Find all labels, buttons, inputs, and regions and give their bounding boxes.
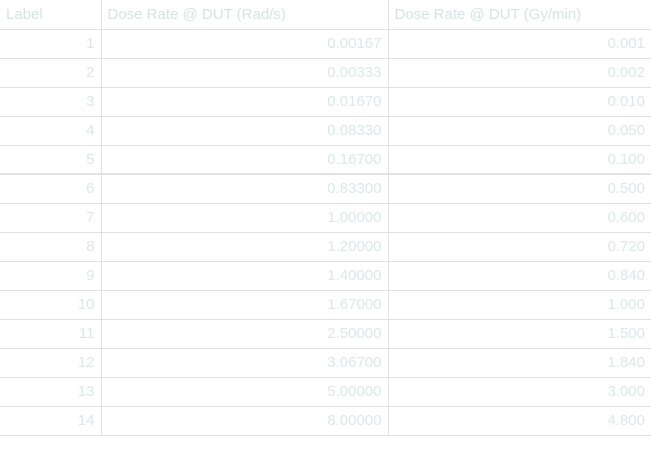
table-row[interactable]: 7 1.00000 0.600 xyxy=(0,202,651,233)
table-cell-label[interactable]: 6 xyxy=(0,173,102,204)
table-cell-dose-rate-min[interactable]: 0.840 xyxy=(387,260,651,291)
table-cell-label[interactable]: 3 xyxy=(0,86,102,117)
table-cell-dose-rate-sec[interactable]: 5.00000 xyxy=(100,376,389,407)
table-cell-dose-rate-min[interactable]: 0.001 xyxy=(387,28,651,59)
table-cell-label[interactable]: 13 xyxy=(0,376,102,407)
table-cell-label[interactable]: 12 xyxy=(0,347,102,378)
table-cell-dose-rate-sec[interactable]: 3.06700 xyxy=(100,347,389,378)
table-row[interactable]: 14 8.00000 4.800 xyxy=(0,405,651,436)
column-header-label[interactable]: Label xyxy=(0,0,102,30)
table-cell-label[interactable]: 14 xyxy=(0,405,102,436)
table-cell-dose-rate-sec[interactable]: 0.83300 xyxy=(100,173,389,204)
table-cell-dose-rate-sec[interactable]: 8.00000 xyxy=(100,405,389,436)
table-row[interactable]: 3 0.01670 0.010 xyxy=(0,86,651,117)
table-row[interactable]: 4 0.08330 0.050 xyxy=(0,115,651,146)
table-body: 1 0.00167 0.001 2 0.00333 0.002 3 0.01670 0.010 4… xyxy=(0,28,651,436)
table-cell-label[interactable]: 9 xyxy=(0,260,102,291)
table-cell-dose-rate-sec[interactable]: 1.40000 xyxy=(100,260,389,291)
table-cell-dose-rate-min[interactable]: 0.100 xyxy=(387,144,651,175)
table-row[interactable]: 9 1.40000 0.840 xyxy=(0,260,651,291)
table-cell-dose-rate-min[interactable]: 4.800 xyxy=(387,405,651,436)
table-cell-dose-rate-min[interactable]: 1.500 xyxy=(387,318,651,349)
table-row[interactable]: 6 0.83300 0.500 xyxy=(0,173,651,204)
table-cell-label[interactable]: 7 xyxy=(0,202,102,233)
table-cell-label[interactable]: 1 xyxy=(0,28,102,59)
table-cell-dose-rate-min[interactable]: 0.002 xyxy=(387,57,651,88)
column-header-dose-rate-sec[interactable]: Dose Rate @ DUT (Rad/s) xyxy=(100,0,389,30)
table-cell-dose-rate-sec[interactable]: 0.16700 xyxy=(100,144,389,175)
table-cell-dose-rate-min[interactable]: 1.000 xyxy=(387,289,651,320)
table-cell-dose-rate-sec[interactable]: 1.00000 xyxy=(100,202,389,233)
table-cell-label[interactable]: 8 xyxy=(0,231,102,262)
table-cell-dose-rate-sec[interactable]: 2.50000 xyxy=(100,318,389,349)
table-cell-dose-rate-sec[interactable]: 1.67000 xyxy=(100,289,389,320)
table-cell-dose-rate-min[interactable]: 0.010 xyxy=(387,86,651,117)
table-cell-label[interactable]: 2 xyxy=(0,57,102,88)
table-row[interactable]: 13 5.00000 3.000 xyxy=(0,376,651,407)
table-cell-label[interactable]: 11 xyxy=(0,318,102,349)
table-cell-dose-rate-min[interactable]: 1.840 xyxy=(387,347,651,378)
dose-rate-table: Label Dose Rate @ DUT (Rad/s) Dose Rate … xyxy=(0,0,651,436)
table-cell-dose-rate-sec[interactable]: 1.20000 xyxy=(100,231,389,262)
table-cell-dose-rate-sec[interactable]: 0.01670 xyxy=(100,86,389,117)
table-row[interactable]: 10 1.67000 1.000 xyxy=(0,289,651,320)
table-cell-dose-rate-sec[interactable]: 0.00167 xyxy=(100,28,389,59)
table-cell-dose-rate-min[interactable]: 0.500 xyxy=(387,173,651,204)
table-row[interactable]: 2 0.00333 0.002 xyxy=(0,57,651,88)
table-row[interactable]: 11 2.50000 1.500 xyxy=(0,318,651,349)
table-cell-dose-rate-min[interactable]: 0.600 xyxy=(387,202,651,233)
table-header-row: Label Dose Rate @ DUT (Rad/s) Dose Rate … xyxy=(0,0,651,30)
table-cell-dose-rate-min[interactable]: 3.000 xyxy=(387,376,651,407)
column-header-dose-rate-min[interactable]: Dose Rate @ DUT (Gy/min) xyxy=(387,0,651,30)
table-cell-label[interactable]: 5 xyxy=(0,144,102,175)
table-row[interactable]: 1 0.00167 0.001 xyxy=(0,28,651,59)
table-row[interactable]: 5 0.16700 0.100 xyxy=(0,144,651,175)
table-row[interactable]: 12 3.06700 1.840 xyxy=(0,347,651,378)
table-cell-dose-rate-sec[interactable]: 0.08330 xyxy=(100,115,389,146)
table-cell-dose-rate-min[interactable]: 0.720 xyxy=(387,231,651,262)
table-cell-label[interactable]: 4 xyxy=(0,115,102,146)
table-row[interactable]: 8 1.20000 0.720 xyxy=(0,231,651,262)
table-cell-dose-rate-sec[interactable]: 0.00333 xyxy=(100,57,389,88)
table-cell-dose-rate-min[interactable]: 0.050 xyxy=(387,115,651,146)
table-cell-label[interactable]: 10 xyxy=(0,289,102,320)
